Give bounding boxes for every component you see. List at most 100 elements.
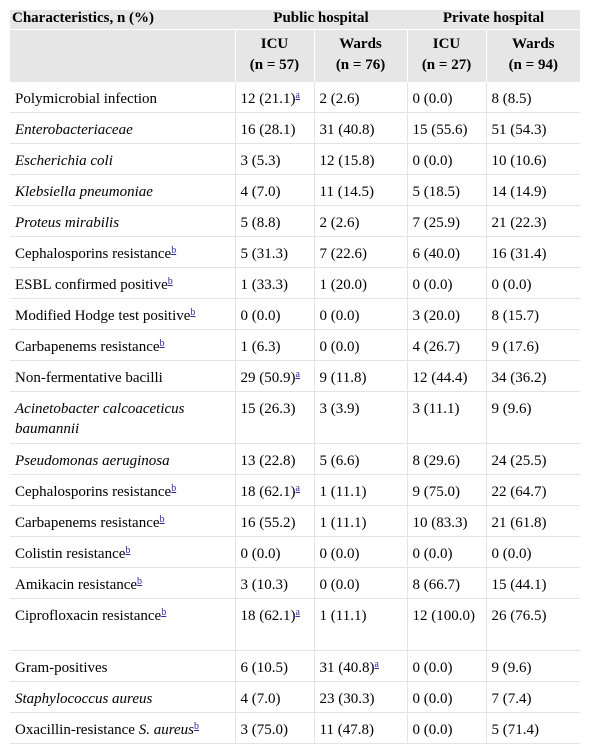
cell-value: 11 (47.8) xyxy=(319,722,374,738)
cell-value: 5 (18.5) xyxy=(412,184,461,200)
cell-value: 15 (44.1) xyxy=(491,577,547,593)
table-row: Proteus mirabilis 5 (8.8) 2 (2.6) 7 (25.9) 2… xyxy=(10,205,581,237)
table-row: Gram-positives 6 (10.5) 31 (40.8)a 0 (0.0) 9… xyxy=(10,650,581,682)
table-cell: 5 (8.8) xyxy=(234,205,314,237)
footnote-link[interactable]: a xyxy=(374,659,379,670)
cell-value: 9 (75.0) xyxy=(412,484,461,500)
table-cell: 0 (0.0) xyxy=(485,536,581,568)
footnote-link[interactable]: a xyxy=(295,90,300,101)
table-cell: 9 (11.8) xyxy=(313,360,408,392)
table-row: Colistin resistanceb 0 (0.0) 0 (0.0) 0 (0.0… xyxy=(10,536,581,568)
cell-value: 0 (0.0) xyxy=(412,91,453,107)
table-cell: 16 (31.4) xyxy=(485,236,581,268)
table-cell: 0 (0.0) xyxy=(406,712,487,744)
table-cell: 9 (75.0) xyxy=(406,474,487,506)
table-cell: 5 (31.3) xyxy=(234,236,314,268)
footnote-link[interactable]: b xyxy=(193,721,199,732)
table-cell: 21 (22.3) xyxy=(485,205,581,237)
footnote-link[interactable]: a xyxy=(295,369,300,380)
table-cell: 0 (0.0) xyxy=(406,267,487,299)
table-cell: 34 (36.2) xyxy=(485,360,581,392)
table-cell: 23 (30.3) xyxy=(313,681,408,713)
row-label: Non-fermentative bacilli xyxy=(10,360,235,392)
footnote-link[interactable]: a xyxy=(295,607,300,618)
table-cell: 9 (9.6) xyxy=(485,650,581,682)
table-cell: 11 (47.8) xyxy=(313,712,408,744)
table-row: Ciprofloxacin resistanceb 18 (62.1)a 1 (11… xyxy=(10,598,581,651)
footnote-link[interactable]: b xyxy=(159,514,165,525)
cell-value: 1 (11.1) xyxy=(319,608,367,624)
footnote-link[interactable]: b xyxy=(190,307,196,318)
cell-value: 0 (0.0) xyxy=(319,546,360,562)
table-cell: 3 (10.3) xyxy=(234,567,314,599)
table-cell: 0 (0.0) xyxy=(485,267,581,299)
row-label-text: Modified Hodge test positive xyxy=(15,308,191,324)
row-label: Pseudomonas aeruginosa xyxy=(10,443,235,475)
footnote-link[interactable]: b xyxy=(171,483,177,494)
cell-value: 0 (0.0) xyxy=(491,277,532,293)
cell-value: 4 (26.7) xyxy=(412,339,461,355)
table-row: Escherichia coli 3 (5.3) 12 (15.8) 0 (0.0) 1… xyxy=(10,143,581,175)
col-header-private-icu: ICU (n = 27) xyxy=(406,29,487,82)
cell-value: 24 (25.5) xyxy=(491,453,547,469)
row-label: Carbapenems resistanceb xyxy=(10,505,235,537)
cell-value: 5 (8.8) xyxy=(240,215,281,231)
cell-value: 0 (0.0) xyxy=(491,546,532,562)
table-row: Modified Hodge test positiveb 0 (0.0) 0 (0… xyxy=(10,298,581,330)
table-cell: 13 (22.8) xyxy=(234,443,314,475)
table-cell: 3 (3.9) xyxy=(313,391,408,444)
footnote-link[interactable]: b xyxy=(171,245,177,256)
table-cell: 3 (11.1) xyxy=(406,391,487,444)
cell-value: 0 (0.0) xyxy=(412,722,453,738)
table-cell: 0 (0.0) xyxy=(406,143,487,175)
row-label-text: ESBL confirmed positive xyxy=(15,277,168,293)
row-label-text: Enterobacteriaceae xyxy=(15,122,133,138)
cell-value: 11 (14.5) xyxy=(319,184,374,200)
row-label-text: Escherichia coli xyxy=(15,153,113,169)
cell-value: 10 (83.3) xyxy=(412,515,468,531)
row-label: Proteus mirabilis xyxy=(10,205,235,237)
table-row: Staphylococcus aureus 4 (7.0) 23 (30.3) 0 (… xyxy=(10,681,581,713)
table-row: ESBL confirmed positiveb 1 (33.3) 1 (20.0)… xyxy=(10,267,581,299)
cell-value: 22 (64.7) xyxy=(491,484,547,500)
row-label: Escherichia coli xyxy=(10,143,235,175)
cell-value: 3 (5.3) xyxy=(240,153,281,169)
cell-value: 4 (7.0) xyxy=(240,184,281,200)
cell-value: 31 (40.8) xyxy=(319,122,375,138)
row-label-italic-text: S. aureus xyxy=(138,722,194,738)
table-cell: 31 (40.8)a xyxy=(313,650,408,682)
row-label: Modified Hodge test positiveb xyxy=(10,298,235,330)
table-cell: 1 (6.3) xyxy=(234,329,314,361)
footnote-link[interactable]: b xyxy=(125,545,131,556)
cell-value: 7 (22.6) xyxy=(319,246,368,262)
table-cell: 11 (14.5) xyxy=(313,174,408,206)
footnote-link[interactable]: a xyxy=(295,483,300,494)
table-cell: 10 (83.3) xyxy=(406,505,487,537)
table-cell: 12 (15.8) xyxy=(313,143,408,175)
table-cell: 2 (2.6) xyxy=(313,205,408,237)
row-label-text: Ciprofloxacin resistance xyxy=(15,608,162,624)
row-label: Carbapenems resistanceb xyxy=(10,329,235,361)
row-label: Oxacillin-resistance S. aureusb xyxy=(10,712,235,744)
row-label: Amikacin resistanceb xyxy=(10,567,235,599)
table-cell: 15 (26.3) xyxy=(234,391,314,444)
row-label: ESBL confirmed positiveb xyxy=(10,267,235,299)
table-cell: 0 (0.0) xyxy=(313,329,408,361)
table-cell: 5 (6.6) xyxy=(313,443,408,475)
table-cell: 0 (0.0) xyxy=(406,650,487,682)
row-label-text: Acinetobacter calcoaceticus baumannii xyxy=(15,401,185,437)
table-cell: 8 (29.6) xyxy=(406,443,487,475)
footnote-link[interactable]: b xyxy=(137,576,143,587)
table-cell: 4 (7.0) xyxy=(234,681,314,713)
table-cell: 6 (10.5) xyxy=(234,650,314,682)
table-body: Polymicrobial infection 12 (21.1)a 2 (2.6)… xyxy=(10,82,581,744)
row-label-text: Carbapenems resistance xyxy=(15,515,160,531)
footnote-link[interactable]: b xyxy=(159,338,165,349)
cell-value: 6 (10.5) xyxy=(240,660,289,676)
row-label-text: Cephalosporins resistance xyxy=(15,484,172,500)
cell-value: 18 (62.1) xyxy=(240,484,296,500)
footnote-link[interactable]: b xyxy=(167,276,173,287)
table-cell: 10 (10.6) xyxy=(485,143,581,175)
footnote-link[interactable]: b xyxy=(161,607,167,618)
table-cell: 8 (15.7) xyxy=(485,298,581,330)
